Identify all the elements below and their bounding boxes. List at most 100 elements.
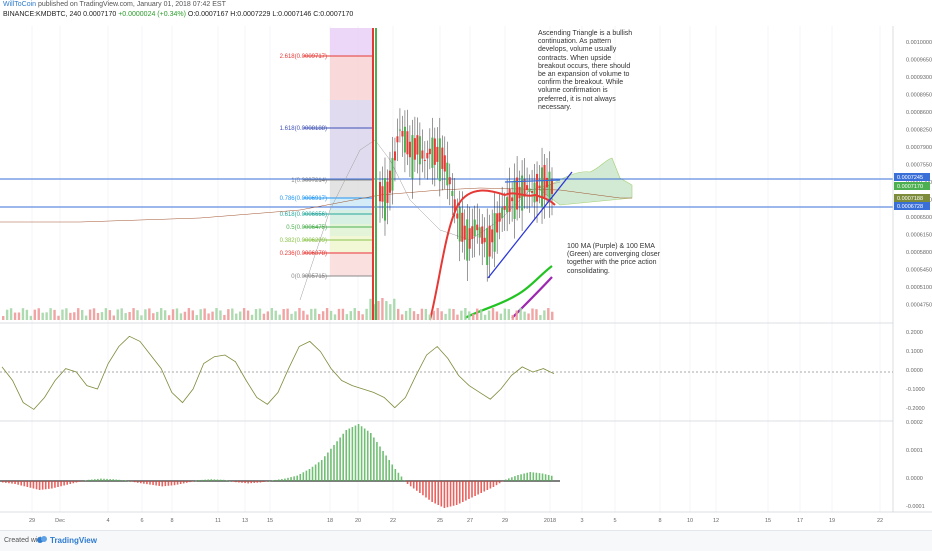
histogram-bar: [88, 480, 90, 481]
histogram-bar: [11, 481, 13, 484]
price-tag-label: 0.0007188: [897, 196, 923, 202]
histogram-bar: [27, 481, 29, 487]
histogram-bar: [428, 481, 430, 500]
histogram-bar: [480, 481, 482, 493]
hist-y-tick-label: 0.0000: [906, 476, 923, 482]
histogram-bar: [287, 478, 289, 481]
volume-bar: [57, 316, 59, 320]
y-tick-label: 0.0008600: [906, 110, 932, 116]
volume-bar: [389, 304, 391, 320]
volume-bar: [61, 310, 63, 320]
histogram-bar: [112, 479, 114, 481]
volume-bar: [286, 309, 288, 320]
candle-body: [419, 136, 421, 164]
histogram-bar: [198, 480, 200, 481]
histogram-bar: [508, 478, 510, 481]
histogram-bar: [533, 472, 535, 481]
volume-bar: [421, 309, 423, 320]
volume-bar: [73, 312, 75, 320]
fib-level-label: 2.618(0.0009717): [280, 54, 327, 60]
histogram-bar: [195, 481, 197, 482]
histogram-bar: [391, 465, 393, 482]
volume-bar: [365, 309, 367, 320]
histogram-bar: [235, 481, 237, 482]
volume-bar: [148, 308, 150, 320]
volume-bar: [342, 309, 344, 320]
histogram-bar: [382, 451, 384, 481]
candle-body: [486, 228, 488, 265]
candle-body: [509, 189, 511, 212]
histogram-bar: [388, 460, 390, 481]
histogram-bar: [48, 481, 50, 489]
fib-level-label: 0.786(0.0006917): [280, 196, 327, 202]
volume-bar: [488, 311, 490, 320]
histogram-bar: [376, 442, 378, 481]
volume-bar: [176, 308, 178, 320]
histogram-bar: [143, 481, 145, 484]
volume-bar: [219, 310, 221, 320]
osc-y-tick-label: 0.0000: [906, 368, 923, 374]
histogram-bar: [339, 438, 341, 482]
volume-bar: [251, 315, 253, 320]
histogram-bar: [5, 481, 7, 483]
volume-bar: [2, 316, 4, 320]
x-tick-label: 6: [140, 518, 143, 524]
histogram-bar: [158, 481, 160, 486]
volume-bar: [433, 311, 435, 320]
volume-bar: [484, 315, 486, 320]
histogram-bar: [367, 431, 369, 481]
histogram-bar: [39, 481, 41, 490]
histogram-bar: [229, 481, 231, 482]
histogram-bar: [456, 481, 458, 505]
osc-y-tick-label: 0.2000: [906, 330, 923, 336]
y-tick-label: 0.0005450: [906, 268, 932, 274]
hist-y-tick-label: 0.0002: [906, 420, 923, 426]
volume-bar: [168, 315, 170, 320]
fib-zone-top: [330, 28, 374, 56]
histogram-bar: [345, 430, 347, 481]
tradingview-logo-icon: [36, 534, 48, 546]
volume-bar: [164, 310, 166, 320]
histogram-bar: [115, 480, 117, 482]
volume-bar: [53, 310, 55, 320]
osc-y-tick-label: -0.2000: [906, 406, 925, 412]
spike-bar-red: [372, 28, 374, 320]
candle-body: [379, 182, 381, 201]
y-tick-label: 0.0009300: [906, 75, 932, 81]
volume-bar: [385, 301, 387, 320]
x-tick-label: 13: [242, 518, 248, 524]
volume-bar: [65, 308, 67, 320]
candle-body: [401, 131, 403, 136]
histogram-bar: [161, 481, 163, 486]
volume-bar: [6, 310, 8, 320]
volume-bar: [405, 311, 407, 320]
candle-body: [399, 130, 401, 131]
histogram-bar: [278, 480, 280, 482]
osc-y-tick-label: -0.1000: [906, 387, 925, 393]
histogram-bar: [545, 474, 547, 481]
candle-body: [489, 226, 491, 257]
volume-bar: [152, 313, 154, 320]
y-tick-label: 0.0009650: [906, 58, 932, 64]
histogram-bar: [100, 479, 102, 481]
y-tick-label: 0.0006150: [906, 233, 932, 239]
candle-body: [539, 186, 541, 189]
histogram-bar: [321, 460, 323, 481]
tradingview-link[interactable]: TradingView: [50, 536, 97, 545]
triangle-bottom[interactable]: [488, 172, 572, 278]
fib-level-label: 0.618(0.0006656): [280, 212, 327, 218]
x-tick-label: 22: [877, 518, 883, 524]
candle-body: [386, 182, 388, 203]
candle-body: [541, 167, 543, 207]
volume-bar: [464, 308, 466, 320]
volume-bar: [551, 312, 553, 320]
histogram-bar: [290, 477, 292, 481]
candle-body: [529, 188, 531, 192]
footer-bar: Created with TradingView: [0, 530, 932, 551]
chart-canvas[interactable]: 2.618(0.0009717)1.618(0.0008188)1(0.0007…: [0, 0, 932, 530]
volume-bar: [282, 309, 284, 320]
candle-body: [499, 213, 501, 222]
x-tick-label: 15: [765, 518, 771, 524]
histogram-bar: [327, 453, 329, 482]
histogram-bar: [444, 481, 446, 508]
